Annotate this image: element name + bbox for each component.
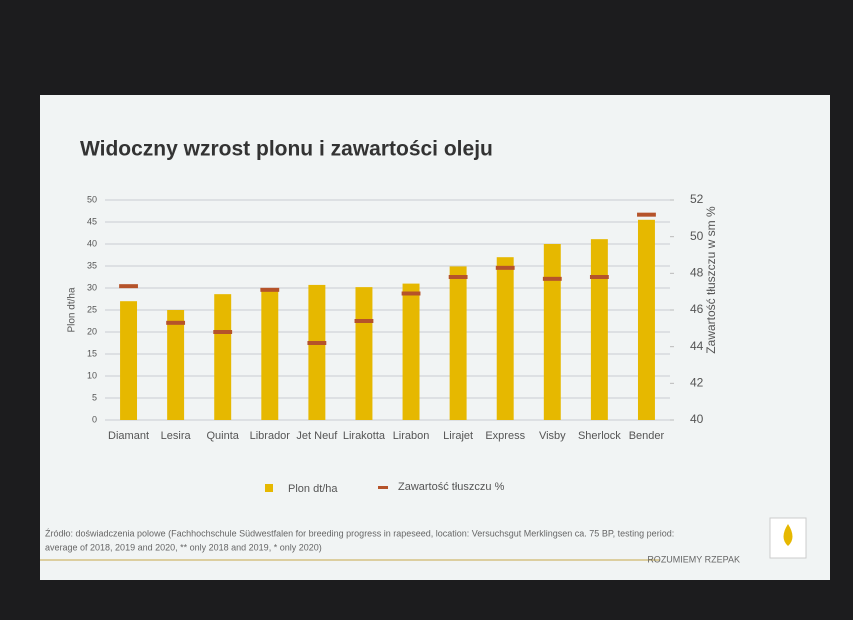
y-tick-label: 15 bbox=[87, 348, 97, 358]
marker bbox=[495, 265, 515, 270]
y2-tick-label: 44 bbox=[690, 339, 704, 353]
marker bbox=[448, 275, 468, 279]
y-tick-label: 30 bbox=[87, 282, 97, 292]
legend-label: Plon dt/ha bbox=[288, 483, 338, 495]
footnote: average of 2018, 2019 and 2020, ** only … bbox=[45, 542, 322, 552]
x-tick-label: Express bbox=[485, 430, 525, 442]
y2-tick-label: 40 bbox=[690, 412, 704, 426]
bar bbox=[496, 257, 514, 420]
y2-axis-label: Zawartość tłuszczu w sm % bbox=[704, 206, 718, 354]
bar bbox=[637, 219, 655, 420]
marker bbox=[401, 291, 421, 296]
x-tick-label: Lirakotta bbox=[343, 430, 386, 442]
legend-swatch bbox=[265, 484, 273, 492]
bar bbox=[308, 284, 326, 420]
marker bbox=[542, 276, 562, 281]
marker bbox=[260, 287, 280, 292]
bar bbox=[167, 310, 185, 420]
x-tick-label: Sherlock bbox=[578, 430, 621, 442]
y-tick-label: 5 bbox=[92, 392, 97, 402]
y2-tick-label: 46 bbox=[690, 302, 704, 316]
x-tick-label: Lesira bbox=[161, 430, 192, 442]
y-tick-label: 20 bbox=[87, 326, 97, 336]
footnote: Źródło: doświadczenia polowe (Fachhochsc… bbox=[45, 528, 674, 538]
y2-tick-label: 48 bbox=[690, 266, 704, 280]
y-tick-label: 50 bbox=[87, 194, 97, 204]
legend-label: Zawartość tłuszczu % bbox=[398, 481, 505, 493]
marker bbox=[307, 341, 327, 345]
x-tick-label: Librador bbox=[250, 430, 291, 442]
x-tick-label: Lirajet bbox=[443, 430, 473, 442]
y-tick-label: 45 bbox=[87, 216, 97, 226]
y-tick-label: 0 bbox=[92, 414, 97, 424]
bar bbox=[590, 239, 608, 420]
x-tick-label: Bender bbox=[629, 430, 665, 442]
x-tick-label: Visby bbox=[539, 430, 566, 442]
marker bbox=[589, 275, 609, 279]
brand-text: ROZUMIEMY RZEPAK bbox=[647, 554, 740, 564]
y-tick-label: 10 bbox=[87, 370, 97, 380]
bar bbox=[214, 294, 232, 420]
marker bbox=[166, 320, 186, 325]
x-tick-label: Lirabon bbox=[393, 430, 430, 442]
y2-tick-label: 50 bbox=[690, 229, 704, 243]
y-tick-label: 40 bbox=[87, 238, 97, 248]
y-axis-label: Plon dt/ha bbox=[67, 287, 78, 332]
marker bbox=[354, 319, 374, 323]
marker bbox=[213, 330, 233, 334]
x-tick-label: Quinta bbox=[206, 430, 239, 442]
bar bbox=[543, 244, 561, 420]
y2-tick-label: 42 bbox=[690, 376, 704, 390]
y-tick-label: 35 bbox=[87, 260, 97, 270]
bar bbox=[402, 283, 420, 420]
x-tick-label: Jet Neuf bbox=[296, 430, 338, 442]
marker bbox=[637, 212, 656, 217]
y2-tick-label: 52 bbox=[690, 192, 704, 206]
x-tick-label: Diamant bbox=[108, 430, 149, 442]
bar bbox=[355, 287, 373, 420]
bar bbox=[120, 301, 138, 420]
chart-title: Widoczny wzrost plonu i zawartości oleju bbox=[80, 138, 493, 161]
logo bbox=[783, 524, 793, 546]
legend-swatch bbox=[378, 486, 388, 489]
marker bbox=[119, 284, 138, 289]
bar bbox=[449, 266, 467, 420]
bar bbox=[261, 290, 279, 420]
y-tick-label: 25 bbox=[87, 304, 97, 314]
